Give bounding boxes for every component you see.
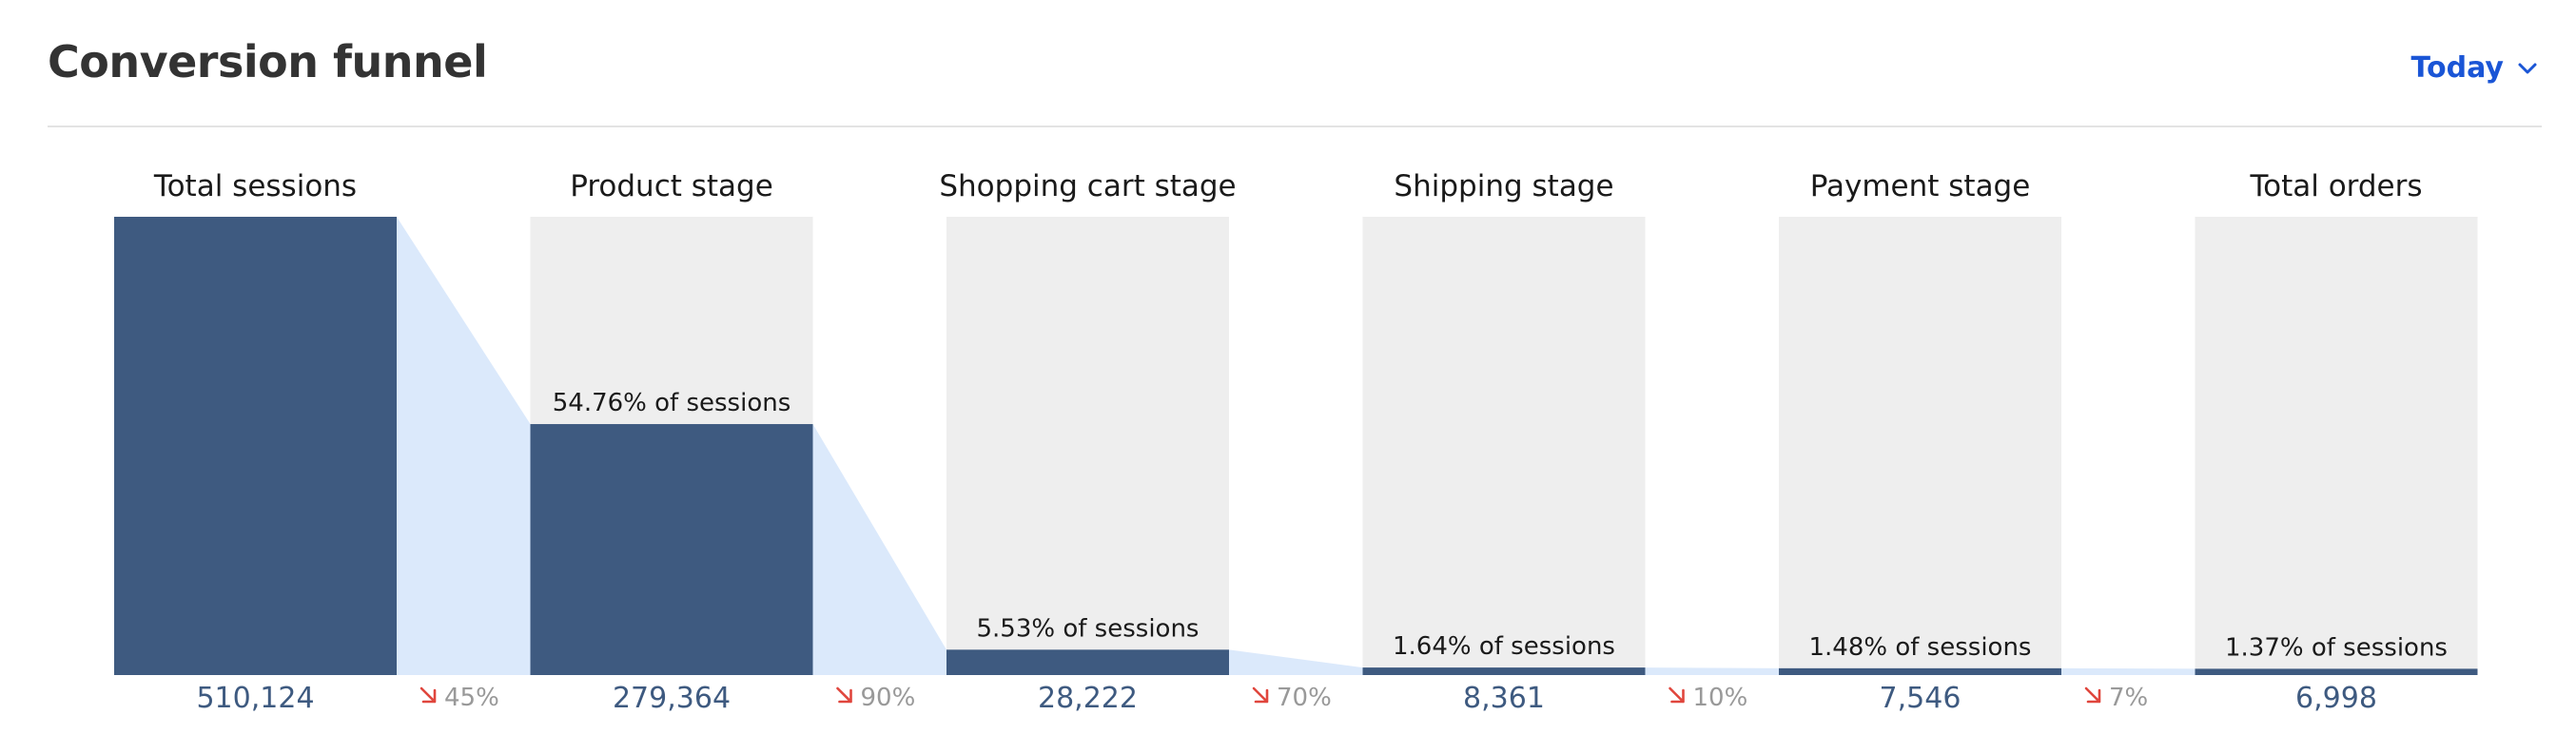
drop-off-label: 7% xyxy=(2109,684,2148,712)
funnel-connector xyxy=(1645,667,1779,675)
date-range-dropdown[interactable]: Today xyxy=(2408,51,2542,85)
bar xyxy=(114,217,397,675)
drop-arrow-icon xyxy=(1669,686,1685,704)
bar xyxy=(2195,668,2478,675)
stage-value: 28,222 xyxy=(1038,682,1138,715)
bar-track xyxy=(2195,217,2478,675)
stage-value: 279,364 xyxy=(613,682,731,715)
bar-track xyxy=(946,217,1229,675)
stage-label: Total orders xyxy=(2249,169,2422,203)
funnel-connector xyxy=(1229,649,1363,675)
chevron-down-icon xyxy=(2518,63,2537,73)
date-range-label: Today xyxy=(2410,51,2504,85)
drop-off-label: 70% xyxy=(1277,684,1332,712)
drop-arrow-icon xyxy=(1252,686,1269,704)
stage-value: 8,361 xyxy=(1463,682,1545,715)
funnel-connector xyxy=(397,217,531,675)
bar-track xyxy=(1779,217,2061,675)
stage-value: 7,546 xyxy=(1880,682,1961,715)
stage-label: Shopping cart stage xyxy=(939,169,1236,203)
percent-of-sessions-label: 1.64% of sessions xyxy=(1393,632,1615,661)
stage-label: Total sessions xyxy=(153,169,357,203)
percent-of-sessions-label: 1.48% of sessions xyxy=(1809,633,2032,662)
stage-value: 6,998 xyxy=(2295,682,2377,715)
bar xyxy=(1362,667,1646,675)
stage-label: Product stage xyxy=(570,169,773,203)
percent-of-sessions-label: 1.37% of sessions xyxy=(2225,633,2448,662)
percent-of-sessions-label: 54.76% of sessions xyxy=(553,389,791,417)
drop-arrow-icon xyxy=(836,686,852,704)
page-title: Conversion funnel xyxy=(48,36,488,87)
stage-label: Payment stage xyxy=(1810,169,2031,203)
bar-track xyxy=(1362,217,1646,675)
drop-arrow-icon xyxy=(420,686,437,704)
drop-off-label: 10% xyxy=(1693,684,1748,712)
drop-arrow-icon xyxy=(2084,686,2101,704)
bar xyxy=(946,649,1229,675)
drop-off-label: 90% xyxy=(861,684,916,712)
drop-off-label: 45% xyxy=(444,684,499,712)
chart-header: Conversion funnel Today xyxy=(48,36,2542,127)
percent-of-sessions-label: 5.53% of sessions xyxy=(977,614,1200,643)
bar xyxy=(530,424,813,675)
bar xyxy=(1779,667,2061,675)
stage-label: Shipping stage xyxy=(1394,169,1613,203)
funnel-connector xyxy=(2061,667,2195,675)
stage-value: 510,124 xyxy=(196,682,314,715)
funnel-connector xyxy=(812,424,946,675)
